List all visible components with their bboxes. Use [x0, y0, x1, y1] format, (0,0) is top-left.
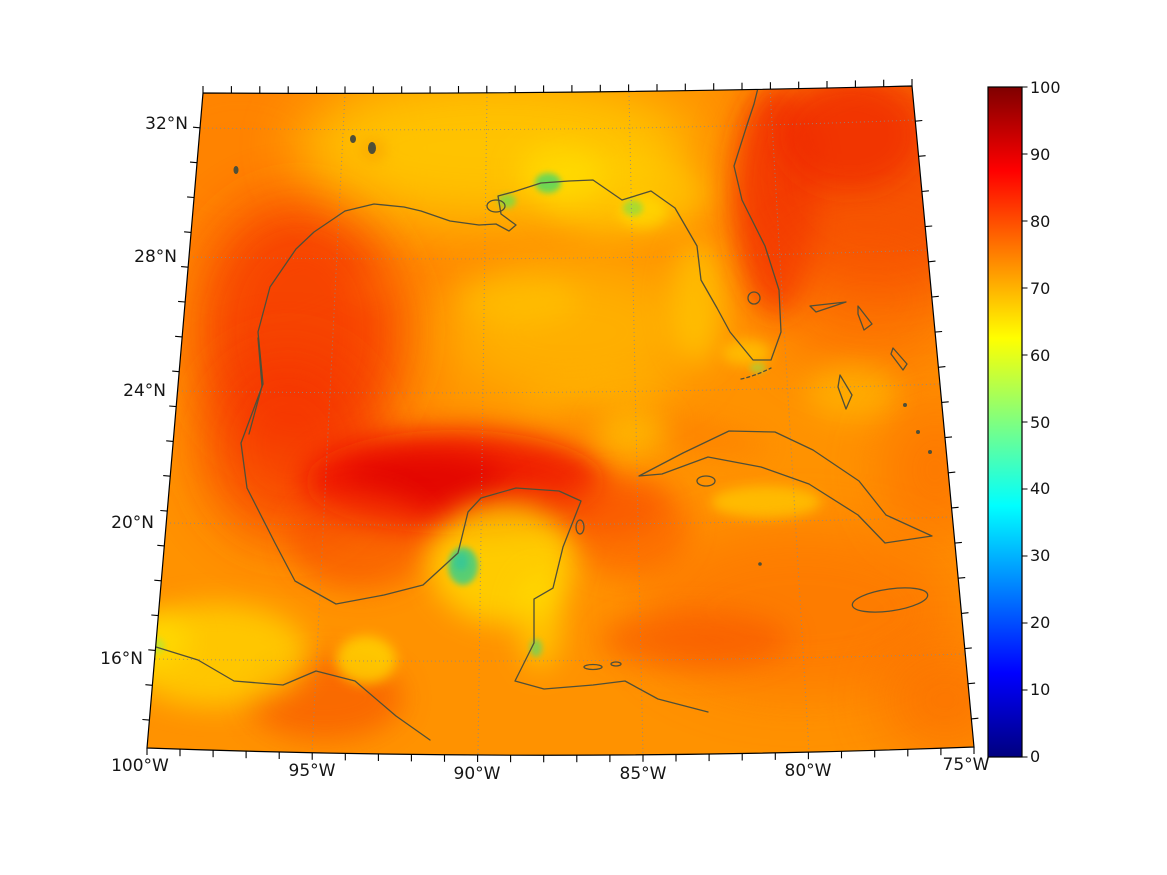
lon-tick-label-2: 90°W — [454, 764, 501, 784]
colorbar-tick-label-0: 0 — [1030, 747, 1040, 766]
minor-tick — [951, 506, 959, 509]
colorbar-tick-label-20: 20 — [1030, 613, 1050, 632]
inland-lake-speck — [233, 166, 239, 174]
laguna-madre — [248, 337, 263, 435]
colorbar-tick-label-90: 90 — [1030, 145, 1050, 164]
minor-tick — [169, 405, 177, 408]
minor-tick — [915, 119, 923, 122]
colorbar-tick-label-60: 60 — [1030, 346, 1050, 365]
roatan — [583, 663, 603, 671]
minor-tick — [935, 330, 943, 333]
minor-tick — [961, 612, 969, 614]
coastline-cuba — [638, 430, 933, 544]
lon-tick-label-4: 80°W — [785, 761, 832, 781]
minor-tick — [948, 471, 956, 474]
lake-okeechobee — [747, 291, 761, 305]
minor-tick — [160, 509, 168, 512]
meridian-80w — [769, 88, 810, 753]
minor-tick — [921, 190, 929, 193]
lon-tick-label-0: 100°W — [111, 756, 169, 776]
parallel-24n — [177, 383, 941, 394]
minor-tick — [941, 401, 949, 403]
minor-tick — [938, 366, 946, 368]
isle-of-youth — [696, 475, 716, 487]
minor-tick — [175, 335, 183, 338]
bahama-cay — [928, 450, 932, 454]
colorbar-ticks — [1022, 86, 1028, 758]
bahama-cay — [903, 403, 907, 407]
parallel-28n — [188, 249, 928, 260]
minor-tick — [154, 579, 162, 582]
colorbar-tick-label-100: 100 — [1030, 78, 1061, 97]
meridian-85w — [628, 91, 644, 756]
inland-lake-speck — [368, 142, 376, 154]
minor-tick — [189, 161, 198, 164]
abaco — [857, 305, 873, 331]
eleuthera — [890, 347, 908, 371]
colorbar-tick-label-80: 80 — [1030, 212, 1050, 231]
colorbar-tick-label-70: 70 — [1030, 279, 1050, 298]
guanaja — [610, 661, 622, 667]
lake-pontchartrain — [486, 199, 506, 213]
minor-tick — [145, 684, 153, 686]
cayman-islands — [758, 562, 762, 566]
colorbar-tick-label-30: 30 — [1030, 546, 1050, 565]
minor-tick — [181, 266, 189, 268]
minor-tick — [958, 577, 966, 579]
minor-tick — [157, 544, 165, 547]
lon-tick-label-1: 95°W — [289, 761, 336, 781]
minor-tick — [187, 196, 195, 199]
coastline-gulf-north-florida — [344, 87, 782, 361]
minor-tick — [925, 225, 933, 228]
heatmap-layer — [147, 86, 974, 756]
axis-labels: 32°N 28°N 24°N 20°N 16°N 100°W 95°W 90°W… — [100, 114, 990, 784]
minor-tick — [931, 295, 939, 298]
coastline-jamaica — [851, 587, 929, 613]
bahama-cay — [916, 430, 920, 434]
minor-tick — [151, 614, 159, 617]
coastline-layer — [155, 87, 933, 741]
minor-tick — [968, 682, 976, 685]
colorbar-tick-label-40: 40 — [1030, 479, 1050, 498]
lon-tick-label-3: 85°W — [620, 764, 667, 784]
minor-tick — [148, 649, 156, 651]
colorbar: 100 90 80 70 60 50 40 30 20 10 0 — [987, 78, 1061, 766]
lat-tick-label-1: 28°N — [134, 247, 177, 267]
parallel-16n — [154, 653, 966, 662]
minor-tick — [964, 647, 972, 650]
colorbar-tick-label-10: 10 — [1030, 680, 1050, 699]
minor-tick — [928, 260, 936, 263]
andros — [837, 374, 853, 410]
colorbar-tick-label-50: 50 — [1030, 413, 1050, 432]
lon-tick-label-5: 75°W — [943, 755, 990, 775]
coastline-pacific-mexico — [155, 646, 431, 741]
lat-tick-label-2: 24°N — [123, 381, 166, 401]
cozumel — [575, 519, 585, 535]
lat-tick-label-4: 16°N — [100, 649, 143, 669]
minor-tick — [142, 718, 150, 721]
minor-tick — [192, 126, 201, 129]
lat-tick-label-0: 32°N — [145, 114, 188, 134]
minor-tick — [944, 436, 953, 439]
minor-tick — [971, 717, 979, 720]
colorbar-gradient — [988, 87, 1022, 757]
minor-tick — [163, 475, 171, 477]
grand-bahama — [809, 301, 847, 313]
axis-minor-ticks — [142, 79, 979, 763]
minor-tick — [184, 231, 192, 233]
inland-lake-speck — [350, 135, 356, 143]
minor-tick — [954, 541, 962, 544]
coastline-mexico-yucatan-belize — [240, 210, 709, 713]
florida-keys — [740, 367, 772, 380]
lat-tick-label-3: 20°N — [111, 513, 154, 533]
map-boundary — [146, 85, 975, 756]
minor-tick — [918, 155, 926, 157]
minor-tick — [178, 300, 186, 303]
minor-tick — [166, 440, 174, 442]
minor-tick — [172, 370, 180, 373]
graticule-layer — [154, 88, 966, 756]
